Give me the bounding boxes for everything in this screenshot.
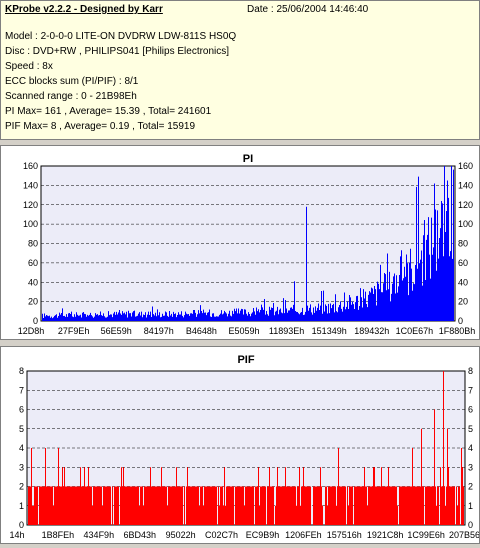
- pif-ytick-right: 8: [468, 366, 473, 376]
- pi-xtick-label: 56E59h: [101, 326, 132, 336]
- info-panel: KProbe v2.2.2 - Designed by Karr Date : …: [0, 0, 480, 140]
- info-range: Scanned range : 0 - 21B98Eh: [5, 91, 137, 102]
- pif-chart-panel: PIF 0 0 1 1 2 2 3 3 4 4 5 5 6 6 7 7 8 8 14h 1B8FEh 434F9h 6BD4…: [0, 346, 480, 544]
- info-model: Model : 2-0-0-0 LITE-ON DVDRW LDW-811S H…: [5, 31, 237, 42]
- pi-ytick-left: 0: [33, 316, 38, 326]
- pif-xtick-label: 1B8FEh: [42, 530, 75, 540]
- pi-ytick-left: 140: [23, 180, 38, 190]
- pi-ytick-left: 40: [28, 277, 38, 287]
- pif-ytick-right: 3: [468, 462, 473, 472]
- info-speed: Speed : 8x: [5, 61, 53, 72]
- pi-ytick-left: 120: [23, 200, 38, 210]
- pif-ytick-left: 4: [19, 443, 24, 453]
- pi-xtick-label: 189432h: [354, 326, 389, 336]
- pi-ytick-left: 160: [23, 161, 38, 171]
- app-title: KProbe v2.2.2 - Designed by Karr: [5, 4, 163, 15]
- pi-xtick-label: B4648h: [186, 326, 217, 336]
- pif-title: PIF: [237, 354, 254, 366]
- pi-xtick-label: 12D8h: [18, 326, 45, 336]
- info-disc: Disc : DVD+RW , PHILIPS041 [Philips Elec…: [5, 46, 230, 57]
- pi-ytick-right: 160: [458, 161, 473, 171]
- pif-ytick-right: 1: [468, 501, 473, 511]
- pif-ytick-right: 0: [468, 520, 473, 530]
- pif-xtick-label: 207B56h: [449, 530, 479, 540]
- pi-series: [42, 166, 454, 321]
- info-pi-stats: PI Max= 161 , Average= 15.39 , Total= 24…: [5, 106, 212, 117]
- pi-ytick-right: 40: [458, 277, 468, 287]
- info-pif-stats: PIF Max= 8 , Average= 0.19 , Total= 1591…: [5, 121, 196, 132]
- pif-chart: PIF 0 0 1 1 2 2 3 3 4 4 5 5 6 6 7 7 8 8 14h 1B8FEh 434F9h 6BD4…: [9, 354, 480, 540]
- pi-ytick-left: 80: [28, 239, 38, 249]
- pif-xtick-label: 1921C8h: [367, 530, 404, 540]
- pif-ytick-left: 3: [19, 462, 24, 472]
- pif-ytick-right: 5: [468, 424, 473, 434]
- pif-ytick-right: 6: [468, 405, 473, 415]
- pi-ytick-left: 20: [28, 297, 38, 307]
- pi-ytick-right: 80: [458, 239, 468, 249]
- pif-ytick-right: 7: [468, 385, 473, 395]
- pi-xtick-label: 84197h: [144, 326, 174, 336]
- pif-xtick-label: 434F9h: [84, 530, 115, 540]
- pi-ytick-left: 60: [28, 258, 38, 268]
- pi-xtick-label: E5059h: [228, 326, 259, 336]
- pi-chart-panel: PI 0 0 20 20 40 40 60 60 80 80 100 100 120 120 140 140 16…: [0, 145, 480, 340]
- pi-ytick-right: 140: [458, 180, 473, 190]
- pi-ytick-right: 60: [458, 258, 468, 268]
- info-ecc: ECC blocks sum (PI/PIF) : 8/1: [5, 76, 139, 87]
- scan-date: Date : 25/06/2004 14:46:40: [247, 4, 369, 15]
- pif-ytick-right: 2: [468, 482, 473, 492]
- pif-xtick-label: 6BD43h: [123, 530, 156, 540]
- pi-chart: PI 0 0 20 20 40 40 60 60 80 80 100 100 120 120 140 140 16…: [18, 153, 476, 336]
- pif-xtick-label: 14h: [9, 530, 24, 540]
- pif-xtick-label: 1206FEh: [285, 530, 322, 540]
- pi-ytick-left: 100: [23, 219, 38, 229]
- pif-xtick-label: C02C7h: [205, 530, 238, 540]
- pi-xtick-label: 151349h: [312, 326, 347, 336]
- pi-ytick-right: 120: [458, 200, 473, 210]
- pif-ytick-left: 8: [19, 366, 24, 376]
- pif-ytick-left: 0: [19, 520, 24, 530]
- pif-ytick-left: 2: [19, 482, 24, 492]
- pi-ytick-right: 100: [458, 219, 473, 229]
- pi-title: PI: [243, 153, 253, 165]
- pif-xtick-label: 95022h: [166, 530, 196, 540]
- pif-ytick-left: 7: [19, 385, 24, 395]
- pif-xtick-label: 1C99E6h: [407, 530, 445, 540]
- pi-xtick-label: 1F880Bh: [439, 326, 476, 336]
- pi-xtick-label: 11893Eh: [269, 326, 304, 336]
- pif-xtick-label: 157516h: [327, 530, 362, 540]
- pif-ytick-left: 5: [19, 424, 24, 434]
- pif-ytick-left: 1: [19, 501, 24, 511]
- pif-ytick-right: 4: [468, 443, 473, 453]
- pi-ytick-right: 20: [458, 297, 468, 307]
- pi-xtick-label: 1C0E67h: [396, 326, 434, 336]
- pi-ytick-right: 0: [458, 316, 463, 326]
- pif-xtick-label: EC9B9h: [246, 530, 280, 540]
- pif-ytick-left: 6: [19, 405, 24, 415]
- pi-xtick-label: 27F9Eh: [58, 326, 90, 336]
- pif-series: [28, 371, 464, 525]
